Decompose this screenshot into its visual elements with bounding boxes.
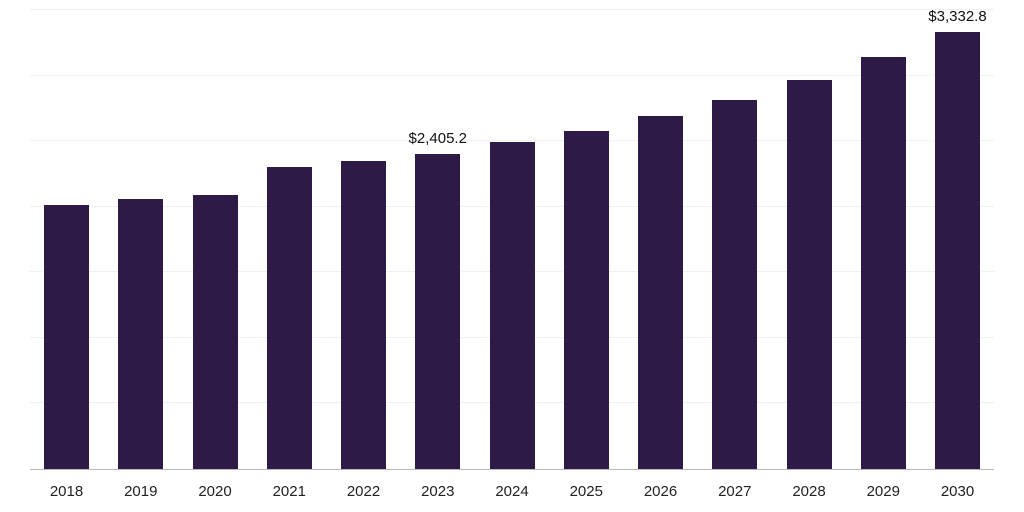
bar-2023: $2,405.2	[409, 130, 467, 469]
x-axis-label-2021: 2021	[272, 482, 306, 500]
x-axis-label-2030: 2030	[940, 482, 975, 500]
bar-2027	[712, 99, 758, 469]
bar-2030: $3,332.8	[928, 8, 987, 469]
plot-area: $2,405.2 $3,332.8	[30, 8, 994, 470]
bar-2020	[192, 194, 238, 469]
bar-2022	[341, 160, 386, 469]
bar-2018	[44, 204, 89, 469]
x-axis-label-2020: 2020	[198, 482, 232, 500]
gridline	[30, 140, 994, 142]
x-axis: 2018 2019 2020 2021 2022 2023 2024 2025 2026 2027…	[30, 470, 994, 512]
x-axis-label-2025: 2025	[569, 482, 603, 500]
bar-2029	[860, 57, 906, 469]
x-axis-label-2024: 2024	[495, 482, 529, 500]
x-axis-label-2022: 2022	[346, 482, 381, 500]
x-axis-label-2026: 2026	[643, 482, 678, 500]
data-label-2023: $2,405.2	[408, 129, 467, 147]
x-axis-label-2027: 2027	[718, 482, 752, 500]
bar-2025	[563, 130, 609, 469]
bars-row: $2,405.2 $3,332.8	[30, 8, 994, 469]
data-label-2030: $3,332.8	[928, 7, 987, 25]
bar-2019	[118, 198, 164, 469]
gridline	[30, 74, 994, 76]
bar-2026	[638, 116, 683, 469]
x-axis-label-2019: 2019	[124, 482, 158, 500]
bar-2024	[489, 142, 535, 469]
x-axis-label-2028: 2028	[792, 482, 826, 500]
gridline	[30, 9, 994, 10]
bar-2028	[786, 79, 832, 469]
x-axis-label-2029: 2029	[866, 482, 900, 500]
bar-2021	[266, 167, 312, 469]
x-axis-label-2018: 2018	[49, 482, 84, 500]
x-axis-label-2023: 2023	[421, 482, 455, 500]
